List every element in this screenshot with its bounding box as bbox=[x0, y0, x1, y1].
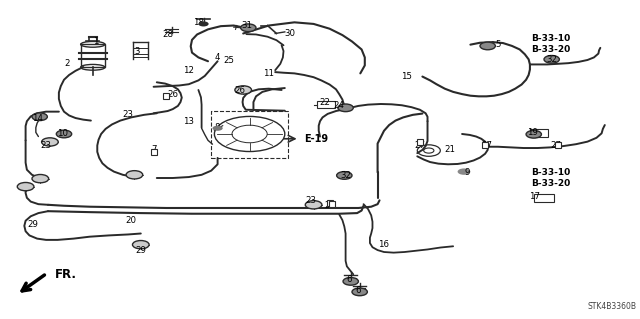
Circle shape bbox=[480, 42, 495, 50]
Text: 11: 11 bbox=[263, 69, 275, 78]
Text: 29: 29 bbox=[136, 246, 146, 255]
Text: B-33-10: B-33-10 bbox=[531, 34, 570, 43]
Text: 10: 10 bbox=[57, 130, 68, 138]
Circle shape bbox=[235, 86, 252, 94]
Text: 27: 27 bbox=[414, 141, 426, 150]
Text: 31: 31 bbox=[241, 21, 252, 30]
Circle shape bbox=[343, 278, 358, 285]
Text: E-19: E-19 bbox=[304, 134, 328, 144]
Text: STK4B3360B: STK4B3360B bbox=[588, 302, 637, 311]
Text: 26: 26 bbox=[234, 86, 246, 95]
Text: 4: 4 bbox=[215, 53, 220, 62]
Circle shape bbox=[198, 21, 209, 26]
Text: 6: 6 bbox=[346, 275, 351, 284]
Text: 5: 5 bbox=[495, 40, 500, 48]
Text: 32: 32 bbox=[340, 171, 351, 180]
Text: FR.: FR. bbox=[55, 269, 77, 281]
Text: 29: 29 bbox=[28, 220, 38, 229]
Text: 8: 8 bbox=[215, 123, 220, 132]
Text: 23: 23 bbox=[40, 141, 52, 150]
Text: 12: 12 bbox=[183, 66, 195, 75]
Text: 16: 16 bbox=[378, 240, 390, 249]
Circle shape bbox=[32, 113, 47, 121]
Text: 15: 15 bbox=[401, 72, 412, 81]
Text: 14: 14 bbox=[31, 114, 43, 123]
Circle shape bbox=[458, 168, 470, 175]
Circle shape bbox=[42, 138, 58, 146]
Text: 6: 6 bbox=[356, 286, 361, 295]
Circle shape bbox=[241, 24, 256, 32]
Text: 18: 18 bbox=[193, 18, 204, 27]
Circle shape bbox=[126, 171, 143, 179]
Text: 24: 24 bbox=[333, 101, 345, 110]
Text: 22: 22 bbox=[319, 98, 331, 107]
Bar bbox=[534, 194, 554, 202]
Circle shape bbox=[17, 182, 34, 191]
Circle shape bbox=[32, 174, 49, 183]
Circle shape bbox=[56, 130, 72, 138]
Text: 25: 25 bbox=[223, 56, 235, 65]
Text: 17: 17 bbox=[529, 192, 540, 201]
Text: B-33-20: B-33-20 bbox=[531, 45, 570, 54]
Circle shape bbox=[132, 241, 149, 249]
Text: 23: 23 bbox=[305, 197, 316, 205]
Circle shape bbox=[337, 172, 352, 179]
Text: 32: 32 bbox=[546, 55, 557, 63]
Circle shape bbox=[526, 130, 541, 138]
Circle shape bbox=[212, 126, 223, 131]
Text: B-33-10: B-33-10 bbox=[531, 168, 570, 177]
Circle shape bbox=[305, 201, 322, 209]
Circle shape bbox=[338, 104, 353, 112]
Text: 7: 7 bbox=[151, 145, 156, 154]
Text: 3: 3 bbox=[135, 47, 140, 56]
Text: 1: 1 bbox=[93, 37, 99, 46]
Text: B-33-20: B-33-20 bbox=[531, 179, 570, 188]
Text: 27: 27 bbox=[481, 141, 492, 150]
Text: 30: 30 bbox=[284, 29, 296, 38]
Circle shape bbox=[544, 56, 559, 63]
Text: 20: 20 bbox=[125, 216, 137, 225]
Text: 13: 13 bbox=[183, 117, 195, 126]
Bar bbox=[211, 111, 288, 158]
Text: 27: 27 bbox=[324, 201, 335, 210]
Text: 27: 27 bbox=[550, 141, 561, 150]
Text: 21: 21 bbox=[444, 145, 456, 154]
Text: 28: 28 bbox=[162, 30, 173, 39]
Text: 2: 2 bbox=[65, 59, 70, 68]
Text: 9: 9 bbox=[465, 168, 470, 177]
Bar bbox=[317, 101, 335, 108]
Circle shape bbox=[352, 288, 367, 296]
Bar bbox=[530, 129, 548, 137]
Text: 23: 23 bbox=[122, 110, 134, 119]
Text: 26: 26 bbox=[167, 90, 179, 99]
Bar bbox=[81, 44, 105, 67]
Text: 19: 19 bbox=[527, 128, 538, 137]
